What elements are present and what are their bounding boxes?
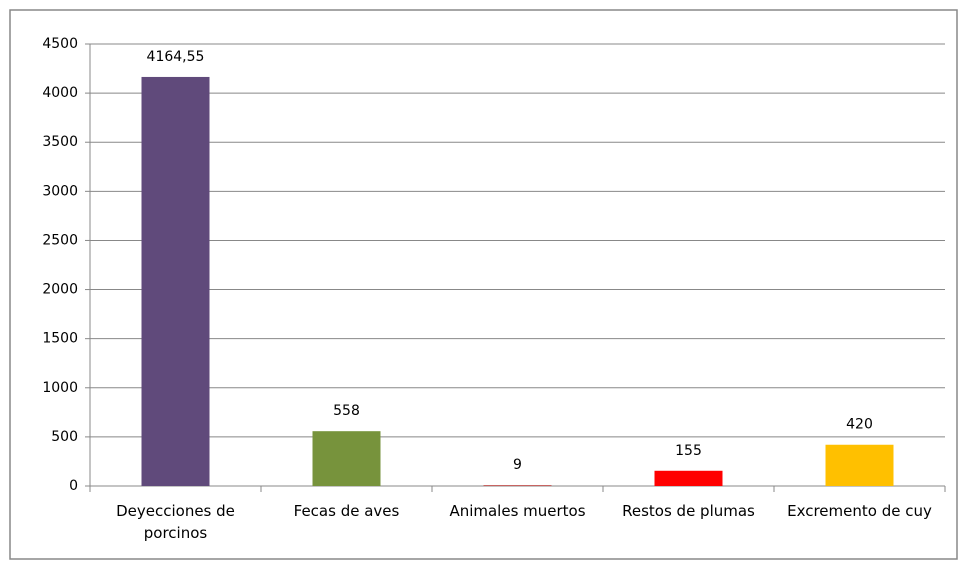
bar (825, 444, 894, 486)
value-label-bg (143, 47, 208, 66)
y-tick-label: 3000 (42, 183, 78, 199)
value-label: 9 (513, 457, 522, 473)
x-tick-label: Fecas de aves (293, 502, 400, 520)
value-label: 420 (846, 417, 873, 433)
y-tick-label: 500 (51, 429, 78, 445)
x-tick-label: Excremento de cuy (787, 502, 932, 520)
x-tick-label: Restos de plumas (622, 502, 755, 520)
value-label: 155 (675, 443, 702, 459)
bar (141, 76, 210, 487)
y-tick-label: 0 (69, 478, 78, 494)
y-tick-label: 4500 (42, 36, 78, 52)
bar (312, 431, 381, 486)
y-tick-label: 1500 (42, 331, 78, 347)
y-tick-label: 3500 (42, 134, 78, 150)
value-label: 558 (333, 403, 360, 419)
y-tick-label: 2500 (42, 232, 78, 248)
y-tick-label: 1000 (42, 380, 78, 396)
x-tick-label: Deyecciones de porcinos (116, 502, 235, 542)
x-tick-label: Animales muertos (449, 502, 586, 520)
bar (654, 470, 723, 486)
y-tick-label: 4000 (42, 85, 78, 101)
bar (483, 485, 552, 486)
y-tick-label: 2000 (42, 282, 78, 298)
value-label: 4164,55 (147, 49, 205, 65)
